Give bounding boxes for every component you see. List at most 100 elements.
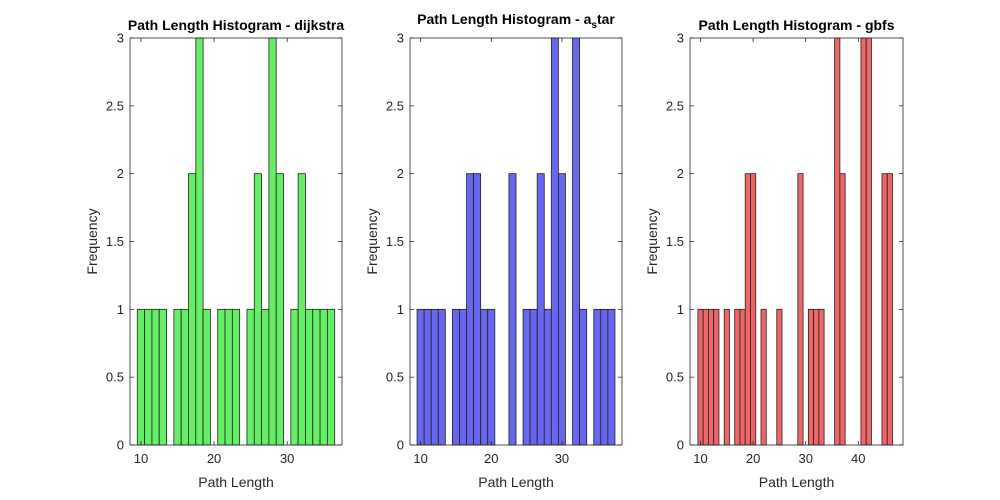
histogram-bar xyxy=(253,173,262,446)
histogram-bar xyxy=(173,308,182,446)
histogram-bar xyxy=(579,308,588,446)
histogram-bar xyxy=(860,37,867,446)
histogram-bar xyxy=(702,308,709,446)
histogram-bar xyxy=(776,308,783,446)
histogram-bar xyxy=(231,308,241,446)
histogram-bar xyxy=(739,308,746,446)
histogram-bar xyxy=(607,308,616,446)
histogram-bar xyxy=(744,173,751,446)
histogram-bar xyxy=(536,173,545,446)
x-tick-label: 30 xyxy=(280,451,294,466)
x-tick-label: 10 xyxy=(413,451,427,466)
histogram-bar xyxy=(459,308,467,446)
histogram-bar xyxy=(136,308,146,446)
histogram-bar xyxy=(834,37,841,446)
histogram-bar xyxy=(473,173,482,446)
histogram-bar xyxy=(813,308,820,446)
histogram-bar xyxy=(550,37,559,446)
histogram-bar xyxy=(734,308,741,446)
y-tick-label: 2 xyxy=(677,166,684,181)
y-tick-label: 3 xyxy=(117,31,124,46)
chart-title-subscript: s xyxy=(591,20,597,31)
histogram-bar xyxy=(818,308,825,446)
histogram-bar xyxy=(713,308,720,446)
y-tick-label: 0 xyxy=(397,438,404,453)
histogram-bar xyxy=(480,308,489,446)
y-tick-label: 1.5 xyxy=(386,234,404,249)
x-tick-label: 30 xyxy=(555,451,569,466)
y-tick-label: 1 xyxy=(117,302,124,317)
histogram-bar xyxy=(797,173,804,446)
histogram-bar xyxy=(416,308,425,446)
y-tick-label: 2 xyxy=(397,166,404,181)
histogram-bar xyxy=(750,173,757,446)
histogram-bar xyxy=(290,308,299,446)
x-axis-label: Path Length xyxy=(759,474,835,490)
histogram-bar xyxy=(508,173,517,446)
y-tick-label: 0.5 xyxy=(666,370,684,385)
histogram-bar xyxy=(451,308,460,446)
y-tick-label: 2.5 xyxy=(666,98,684,113)
y-tick-label: 1 xyxy=(397,302,404,317)
histogram-bar xyxy=(760,308,767,446)
histogram-bar xyxy=(246,308,255,446)
subplot-gbfs: 10 20 30 40 0 0.5 1 1.5 2 2.5 3 Path Length Frequenc… xyxy=(644,17,904,490)
y-tick-label: 1 xyxy=(677,302,684,317)
chart-title-text: Path Length Histogram - a xyxy=(417,11,591,27)
y-tick-label: 3 xyxy=(677,31,684,46)
histogram-bar xyxy=(558,173,566,446)
chart-title: Path Length Histogram - dijkstra xyxy=(128,17,344,33)
histogram-bar xyxy=(188,173,197,446)
histogram-bar xyxy=(593,308,602,446)
histogram-bar xyxy=(224,308,233,446)
histogram-bar xyxy=(572,37,580,446)
histogram-bar xyxy=(529,308,538,446)
x-tick-label: 20 xyxy=(746,451,760,466)
x-axis-label: Path Length xyxy=(198,474,274,490)
histogram-bar xyxy=(708,308,715,446)
x-tick-label: 20 xyxy=(207,451,221,466)
histogram-bar xyxy=(487,308,496,446)
histogram-bar xyxy=(297,173,306,446)
histogram-bar xyxy=(195,37,204,446)
y-tick-label: 0 xyxy=(677,438,684,453)
histogram-bar xyxy=(839,173,846,446)
histogram-bar xyxy=(881,173,888,446)
y-tick-label: 1.5 xyxy=(106,234,124,249)
histogram-bar xyxy=(158,308,167,446)
histogram-bar xyxy=(312,308,321,446)
y-tick-label: 1.5 xyxy=(666,234,684,249)
histogram-bar xyxy=(430,308,439,446)
histogram-bar xyxy=(466,173,474,446)
histogram-bar xyxy=(151,308,160,446)
x-tick-label: 10 xyxy=(693,451,707,466)
y-tick-label: 0.5 xyxy=(386,370,404,385)
histogram-bar xyxy=(807,308,814,446)
histogram-bar xyxy=(600,308,609,446)
x-tick-label: 30 xyxy=(798,451,812,466)
histogram-bar xyxy=(697,308,704,446)
chart-title-text-end: tar xyxy=(597,11,615,27)
subplot-dijkstra: 10 20 30 0 0.5 1 1.5 2 2.5 3 Path Length Frequency P… xyxy=(84,17,344,490)
subplot-astar: 10 20 30 0 0.5 1 1.5 2 2.5 3 Path Length Frequency P… xyxy=(364,11,623,490)
histogram-bar xyxy=(423,308,432,446)
y-tick-label: 2.5 xyxy=(106,98,124,113)
histogram-bar xyxy=(319,308,328,446)
y-tick-label: 2 xyxy=(117,166,124,181)
histogram-bar xyxy=(543,308,552,446)
y-tick-label: 0 xyxy=(117,438,124,453)
y-axis-label: Frequency xyxy=(364,208,380,274)
x-tick-label: 40 xyxy=(851,451,865,466)
histogram-bar xyxy=(217,308,226,446)
histogram-bar xyxy=(202,308,211,446)
histogram-bar xyxy=(275,173,284,446)
histogram-bar xyxy=(886,173,893,446)
x-tick-label: 10 xyxy=(134,451,148,466)
y-tick-label: 3 xyxy=(397,31,404,46)
chart-title: Path Length Histogram - astar xyxy=(417,11,615,31)
x-axis-label: Path Length xyxy=(478,474,554,490)
x-tick-label: 20 xyxy=(484,451,498,466)
y-tick-label: 0.5 xyxy=(106,370,124,385)
histogram-bar xyxy=(522,308,531,446)
